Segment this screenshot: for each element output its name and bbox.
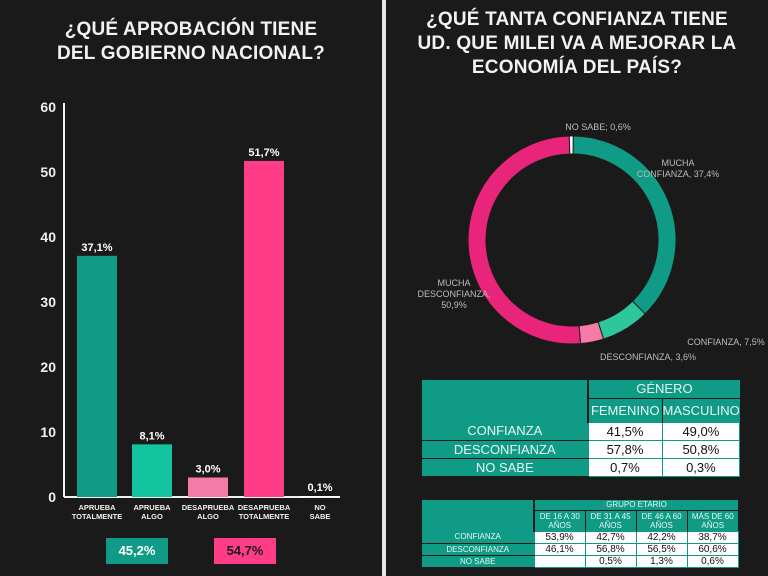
bar: [188, 477, 228, 497]
age-cell: 53,9%: [533, 530, 586, 544]
bar-value-label: 0,1%: [307, 482, 332, 494]
bar-value-label: 3,0%: [195, 464, 220, 476]
table-row: DESCONFIANZA 46,1% 56,8% 56,5% 60,6%: [422, 542, 739, 556]
donut-slice-label: MUCHA: [438, 278, 471, 288]
age-col-header: MÁS DE 60 AÑOS: [686, 510, 738, 531]
age-cell: [533, 554, 586, 568]
x-category-label: SABE: [310, 512, 331, 521]
x-category-label: TOTALMENTE: [72, 512, 123, 521]
gender-row-label: DESCONFIANZA: [422, 440, 588, 459]
confidence-title-line2: UD. QUE MILEI VA A MEJORAR LA: [417, 33, 737, 54]
bar: [300, 496, 340, 497]
approval-panel: ¿QUÉ APROBACIÓN TIENE DEL GOBIERNO NACIO…: [0, 0, 382, 576]
donut-slice-label: DESCONFIANZA,: [417, 289, 490, 299]
age-row-label: CONFIANZA: [422, 531, 534, 544]
gender-row-label: NO SABE: [422, 458, 588, 477]
confidence-title: ¿QUÉ TANTA CONFIANZA TIENE UD. QUE MILEI…: [394, 8, 760, 80]
x-category-label: DESAPRUEBA: [182, 503, 235, 512]
bar: [77, 255, 117, 497]
age-col-header: DE 46 A 60 AÑOS: [635, 510, 687, 531]
gender-cell: 0,7%: [587, 457, 663, 477]
y-tick-label: 40: [40, 229, 56, 245]
confidence-panel: ¿QUÉ TANTA CONFIANZA TIENE UD. QUE MILEI…: [386, 0, 768, 576]
donut-slice-label: NO SABE; 0,6%: [565, 122, 631, 132]
table-row: NO SABE 0,7% 0,3%: [422, 457, 741, 477]
donut-slice-label: CONFIANZA, 37,4%: [637, 169, 720, 179]
age-cell: 56,5%: [635, 542, 688, 556]
x-category-label: NO: [314, 503, 325, 512]
gender-group-header: GÉNERO: [588, 380, 740, 399]
age-col-header: DE 16 A 30 AÑOS: [533, 510, 585, 531]
age-cell: 42,7%: [584, 530, 637, 544]
approval-title-line2: DEL GOBIERNO NACIONAL?: [57, 43, 325, 64]
table-row: DESCONFIANZA 57,8% 50,8%: [422, 439, 741, 459]
approve-sum-badge: 45,2%: [106, 538, 168, 564]
bar-value-label: 37,1%: [81, 242, 112, 254]
y-tick-label: 30: [40, 294, 56, 310]
age-cell: 1,3%: [635, 554, 688, 568]
confidence-title-line3: ECONOMÍA DEL PAÍS?: [471, 57, 683, 78]
age-cell: 56,8%: [584, 542, 637, 556]
gender-cell: 49,0%: [661, 421, 741, 441]
y-tick-label: 20: [40, 359, 56, 375]
panel-divider: [382, 0, 386, 576]
gender-cell: 0,3%: [661, 457, 741, 477]
age-row-label: NO SABE: [422, 555, 534, 568]
gender-row-label: CONFIANZA: [422, 422, 588, 441]
donut-slice: [568, 135, 574, 155]
approval-title: ¿QUÉ APROBACIÓN TIENE DEL GOBIERNO NACIO…: [0, 18, 382, 66]
x-category-label: DESAPRUEBA: [238, 503, 291, 512]
gender-col-masculino: MASCULINO: [662, 398, 740, 422]
age-col-header: DE 31 A 45 AÑOS: [584, 510, 636, 531]
y-tick-label: 10: [40, 424, 56, 440]
gender-cell: 50,8%: [661, 439, 741, 459]
approval-title-line1: ¿QUÉ APROBACIÓN TIENE: [64, 19, 318, 40]
disapprove-sum-badge: 54,7%: [214, 538, 276, 564]
x-category-label: ALGO: [197, 512, 219, 521]
donut-slice-label: MUCHA: [662, 158, 695, 168]
y-tick-label: 50: [40, 164, 56, 180]
age-cell: 60,6%: [686, 542, 739, 556]
donut-slice-label: CONFIANZA, 7,5%: [687, 337, 765, 347]
donut-slice: [597, 300, 646, 340]
x-category-label: APRUEBA: [133, 503, 171, 512]
age-table: GRUPO ETARIO DE 16 A 30 AÑOS DE 31 A 45 …: [422, 500, 739, 568]
y-tick-label: 60: [40, 99, 56, 115]
bar-value-label: 8,1%: [139, 430, 164, 442]
gender-table: GÉNERO FEMENINO MASCULINO CONFIANZA 41,5…: [422, 380, 741, 477]
y-tick-label: 0: [48, 489, 56, 505]
donut-slice-label: DESCONFIANZA, 3,6%: [600, 352, 696, 362]
age-cell: 0,5%: [584, 554, 637, 568]
gender-col-femenino: FEMENINO: [588, 398, 663, 422]
approval-bar-chart: 010203040506037,1%APRUEBATOTALMENTE8,1%A…: [40, 99, 340, 521]
bar-value-label: 51,7%: [248, 147, 279, 159]
table-row: CONFIANZA 41,5% 49,0%: [422, 421, 741, 441]
donut-slice-label: 50,9%: [441, 300, 467, 310]
table-row: CONFIANZA 53,9% 42,7% 42,2% 38,7%: [422, 530, 739, 544]
gender-cell: 57,8%: [587, 439, 663, 459]
age-row-label: DESCONFIANZA: [422, 543, 534, 556]
age-cell: 0,6%: [686, 554, 739, 568]
confidence-title-line1: ¿QUÉ TANTA CONFIANZA TIENE: [426, 9, 728, 30]
gender-table-corner: [422, 380, 589, 422]
age-cell: 46,1%: [533, 542, 586, 556]
age-cell: 38,7%: [686, 530, 739, 544]
bar: [244, 160, 284, 497]
x-category-label: APRUEBA: [78, 503, 116, 512]
age-table-corner: [422, 500, 535, 531]
age-cell: 42,2%: [635, 530, 688, 544]
x-category-label: TOTALMENTE: [239, 512, 290, 521]
gender-cell: 41,5%: [587, 421, 663, 441]
table-row: NO SABE 0,5% 1,3% 0,6%: [422, 554, 739, 568]
bar: [132, 444, 172, 497]
donut-slice: [467, 135, 582, 345]
x-category-label: ALGO: [141, 512, 163, 521]
age-group-header: GRUPO ETARIO: [534, 500, 738, 511]
